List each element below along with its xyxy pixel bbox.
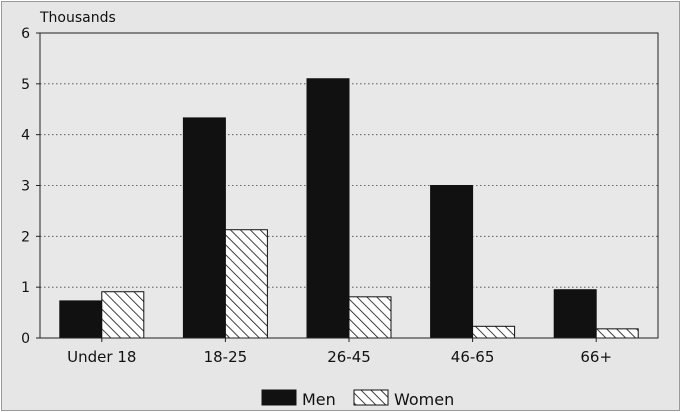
- y-tick-label: 0: [21, 331, 30, 347]
- y-tick-label: 2: [21, 229, 30, 245]
- legend-swatch-men: [261, 389, 297, 406]
- bar-women-1: [224, 229, 268, 339]
- y-tick-label: 5: [21, 77, 30, 93]
- bar-men-2: [306, 78, 350, 339]
- bar-men-0: [59, 300, 103, 339]
- x-tick-label: 18-25: [204, 348, 248, 366]
- legend-label-women: Women: [394, 390, 454, 409]
- y-tick-label: 1: [21, 280, 30, 296]
- axes-layer: 0 1 2 3 4 5 6 Under 18 18-25 26-45 46-65 66+: [21, 26, 659, 366]
- bar-men-4: [553, 289, 597, 339]
- y-tick-label: 6: [21, 26, 30, 42]
- x-tick-label: 46-65: [451, 348, 495, 366]
- bars-layer: [59, 78, 639, 339]
- bar-women-0: [101, 291, 145, 339]
- bar-men-3: [430, 185, 474, 339]
- y-tick-label: 3: [21, 179, 30, 195]
- bar-women-4: [595, 328, 639, 339]
- x-tick-label: 66+: [580, 348, 612, 366]
- bar-women-2: [348, 296, 392, 339]
- legend-swatch-women: [353, 389, 389, 406]
- y-tick-label: 4: [21, 128, 30, 144]
- x-tick-label: 26-45: [327, 348, 371, 366]
- bar-women-3: [472, 325, 516, 339]
- legend-label-men: Men: [302, 390, 336, 409]
- x-tick-label: Under 18: [67, 348, 136, 366]
- legend: Men Women: [261, 389, 454, 409]
- bar-men-1: [182, 117, 226, 339]
- y-axis-unit-label: Thousands: [39, 10, 116, 26]
